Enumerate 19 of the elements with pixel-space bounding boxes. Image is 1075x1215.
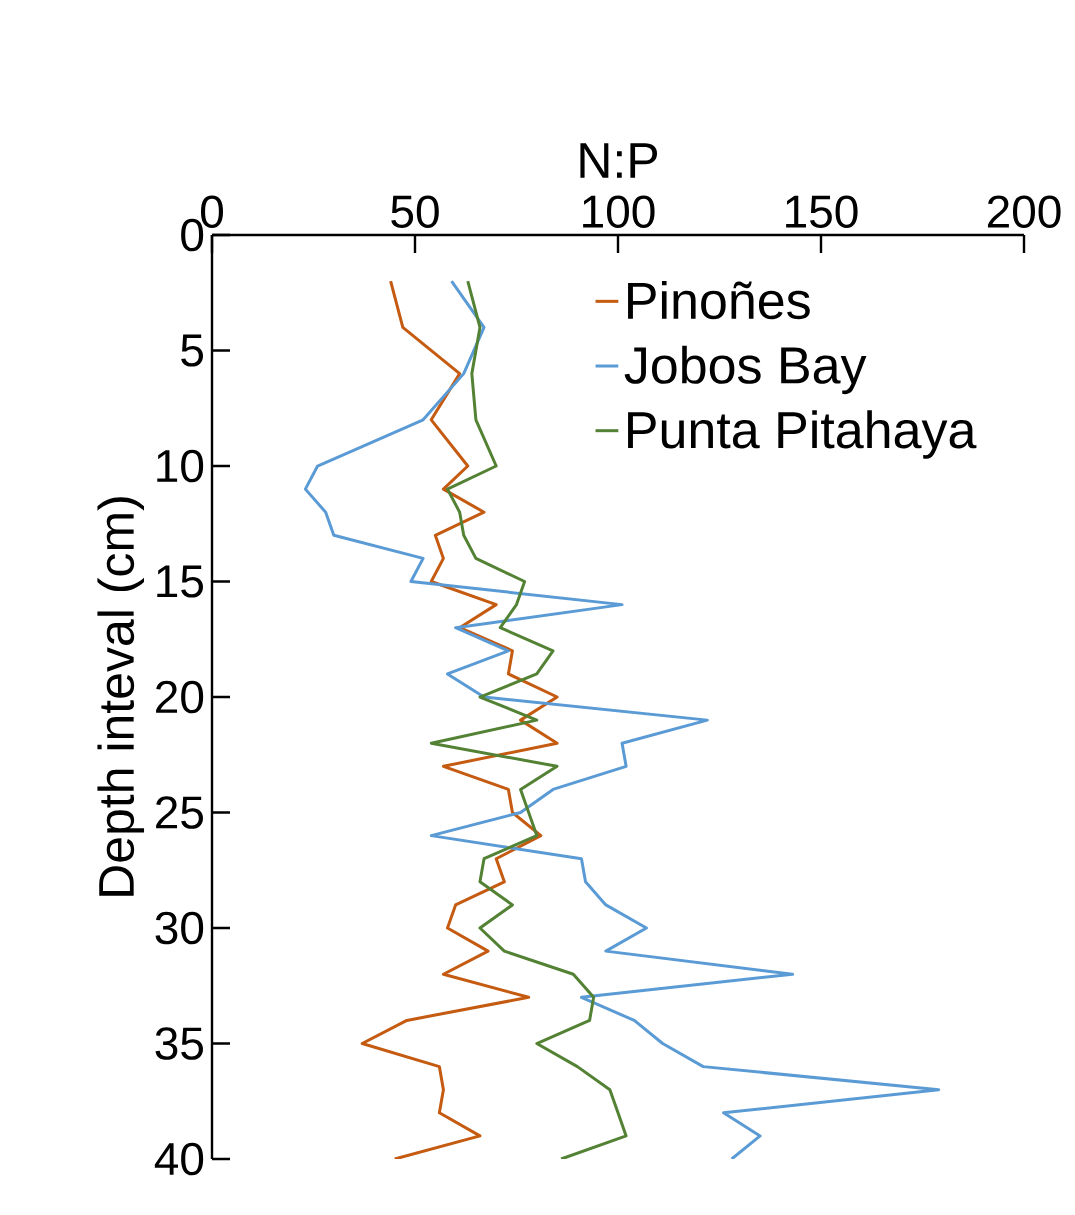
y-tick-label: 30 xyxy=(155,911,204,945)
x-tick-label: 50 xyxy=(391,195,439,228)
y-tick-label: 20 xyxy=(156,680,204,714)
y-tick-label: 15 xyxy=(157,565,203,598)
legend-label: Jobos Bay xyxy=(624,345,867,395)
x-tick-label: 100 xyxy=(583,195,655,228)
y-tick-label: 35 xyxy=(155,1027,203,1060)
x-tick-label: 150 xyxy=(786,195,858,228)
y-axis-title: Depth inteval (cm) xyxy=(97,497,145,896)
y-tick-label: 10 xyxy=(157,449,204,483)
line-series xyxy=(360,279,559,1160)
y-tick-label: 25 xyxy=(156,796,203,829)
legend-label: Punta Pitahaya xyxy=(628,410,977,459)
legend-label: Pinoñes xyxy=(628,281,810,320)
y-tick-label: 5 xyxy=(181,334,203,367)
x-tick-label: 200 xyxy=(987,195,1061,228)
y-tick-label: 0 xyxy=(181,218,204,252)
y-tick-label: 40 xyxy=(154,1142,204,1176)
x-axis-title: N:P xyxy=(580,143,658,178)
